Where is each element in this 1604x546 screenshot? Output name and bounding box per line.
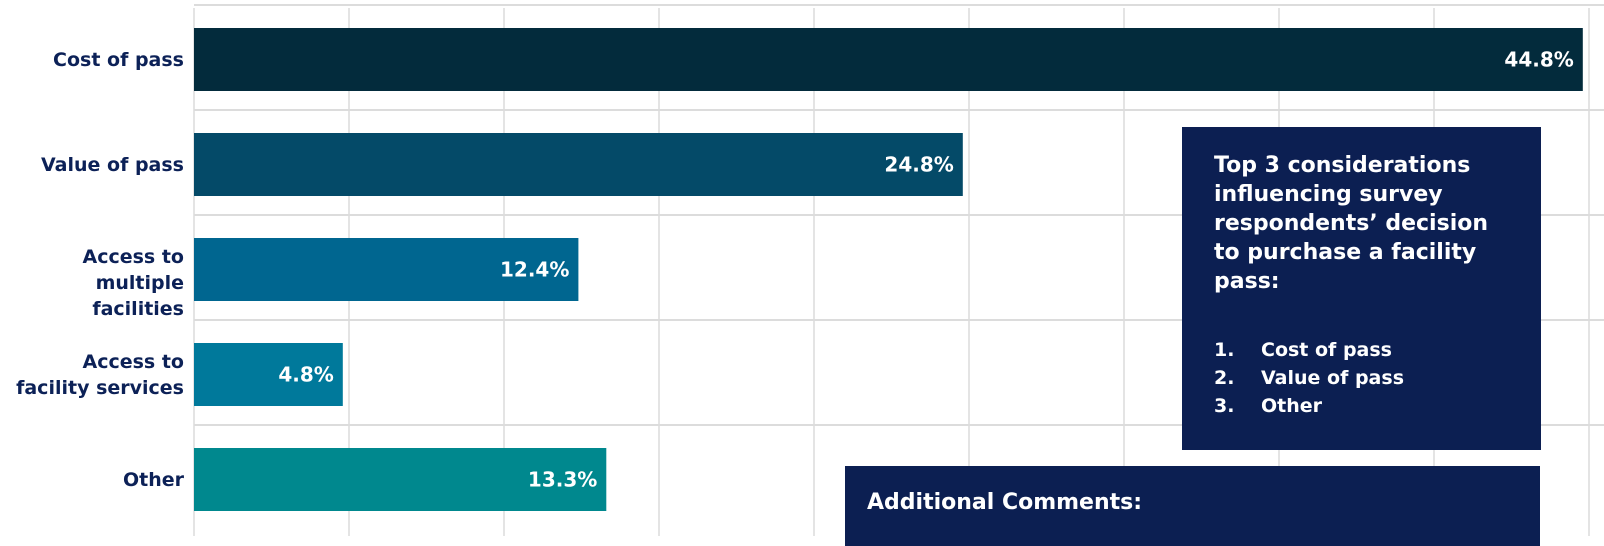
bar xyxy=(194,28,1583,91)
summary-list: 1. Cost of pass 2. Value of pass 3. Other xyxy=(1214,336,1511,420)
bar xyxy=(194,448,607,511)
item-text: Value of pass xyxy=(1261,367,1405,389)
category-label: Access to multiple facilities xyxy=(82,245,185,320)
summary-item: 3. Other xyxy=(1214,392,1511,420)
summary-title: Top 3 considerations influencing survey … xyxy=(1214,153,1489,294)
comments-title: Additional Comments: xyxy=(867,490,1143,515)
summary-item: 1. Cost of pass xyxy=(1214,336,1511,364)
value-label: 4.8% xyxy=(278,363,333,387)
item-number: 2. xyxy=(1214,367,1235,389)
category-label: Cost of pass xyxy=(53,48,184,71)
value-label: 13.3% xyxy=(528,468,597,492)
item-number: 3. xyxy=(1214,395,1235,417)
summary-box: Top 3 considerations influencing survey … xyxy=(1182,127,1541,450)
value-label: 44.8% xyxy=(1504,48,1573,72)
item-text: Other xyxy=(1261,395,1323,417)
category-label: Access to facility services xyxy=(16,350,184,399)
item-text: Cost of pass xyxy=(1261,339,1392,361)
summary-item: 2. Value of pass xyxy=(1214,364,1511,392)
bar xyxy=(194,343,343,406)
bar xyxy=(194,238,579,301)
item-number: 1. xyxy=(1214,339,1235,361)
category-label: Other xyxy=(122,468,184,491)
comments-box: Additional Comments: xyxy=(845,466,1540,546)
bar xyxy=(194,133,963,196)
value-label: 12.4% xyxy=(500,258,569,282)
value-label: 24.8% xyxy=(884,153,953,177)
category-label: Value of pass xyxy=(40,153,184,176)
